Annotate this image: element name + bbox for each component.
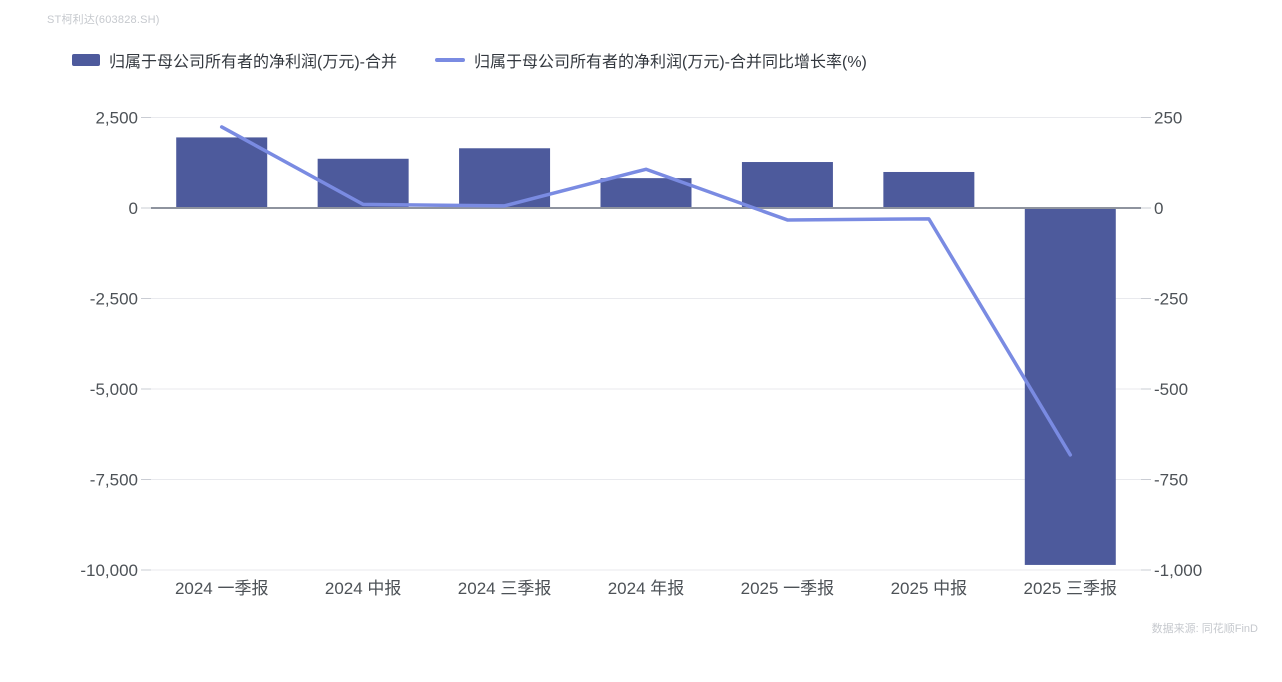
right-axis-label: -500 xyxy=(1154,380,1188,399)
x-axis-label: 2025 中报 xyxy=(891,579,968,598)
bar-series-swatch-icon xyxy=(72,54,100,66)
right-axis-label: 0 xyxy=(1154,199,1163,218)
right-axis-label: -750 xyxy=(1154,471,1188,490)
left-axis-label: -5,000 xyxy=(90,380,138,399)
x-axis-label: 2024 一季报 xyxy=(175,579,269,598)
x-axis-label: 2024 年报 xyxy=(608,579,685,598)
x-axis-label: 2025 三季报 xyxy=(1024,579,1118,598)
left-axis-label: -10,000 xyxy=(80,561,138,580)
left-axis-label: 0 xyxy=(129,199,138,218)
growth-rate-line[interactable] xyxy=(219,125,1073,457)
right-axis-label: -250 xyxy=(1154,290,1188,309)
bar-2024 年报[interactable] xyxy=(600,178,692,208)
bar-2024 一季报[interactable] xyxy=(176,137,268,208)
data-source: 数据来源: 同花顺FinD xyxy=(1151,623,1258,635)
line-series-swatch-icon xyxy=(435,58,465,62)
left-axis-label: 2,500 xyxy=(95,109,138,128)
x-axis-label: 2025 一季报 xyxy=(741,579,835,598)
legend-item-growth-rate[interactable]: 归属于母公司所有者的净利润(万元)-合并同比增长率(%) xyxy=(435,48,867,72)
bar-2024 中报[interactable] xyxy=(317,158,409,208)
x-axis-label: 2024 三季报 xyxy=(458,579,552,598)
left-axis-label: -7,500 xyxy=(90,471,138,490)
right-axis-label: -1,000 xyxy=(1154,561,1202,580)
page-title: ST柯利达(603828.SH) xyxy=(47,14,160,26)
bar-2025 三季报[interactable] xyxy=(1024,208,1116,565)
bar-2025 一季报[interactable] xyxy=(741,162,833,208)
legend: 归属于母公司所有者的净利润(万元)-合并 归属于母公司所有者的净利润(万元)-合… xyxy=(72,48,867,72)
right-axis-label: 250 xyxy=(1154,109,1182,128)
legend-item-net-profit[interactable]: 归属于母公司所有者的净利润(万元)-合并 xyxy=(72,48,397,72)
left-axis-label: -2,500 xyxy=(90,290,138,309)
x-axis-label: 2024 中报 xyxy=(325,579,402,598)
bar-2025 中报[interactable] xyxy=(883,171,975,208)
legend-label-growth-rate: 归属于母公司所有者的净利润(万元)-合并同比增长率(%) xyxy=(474,54,867,71)
legend-label-net-profit: 归属于母公司所有者的净利润(万元)-合并 xyxy=(109,54,397,71)
